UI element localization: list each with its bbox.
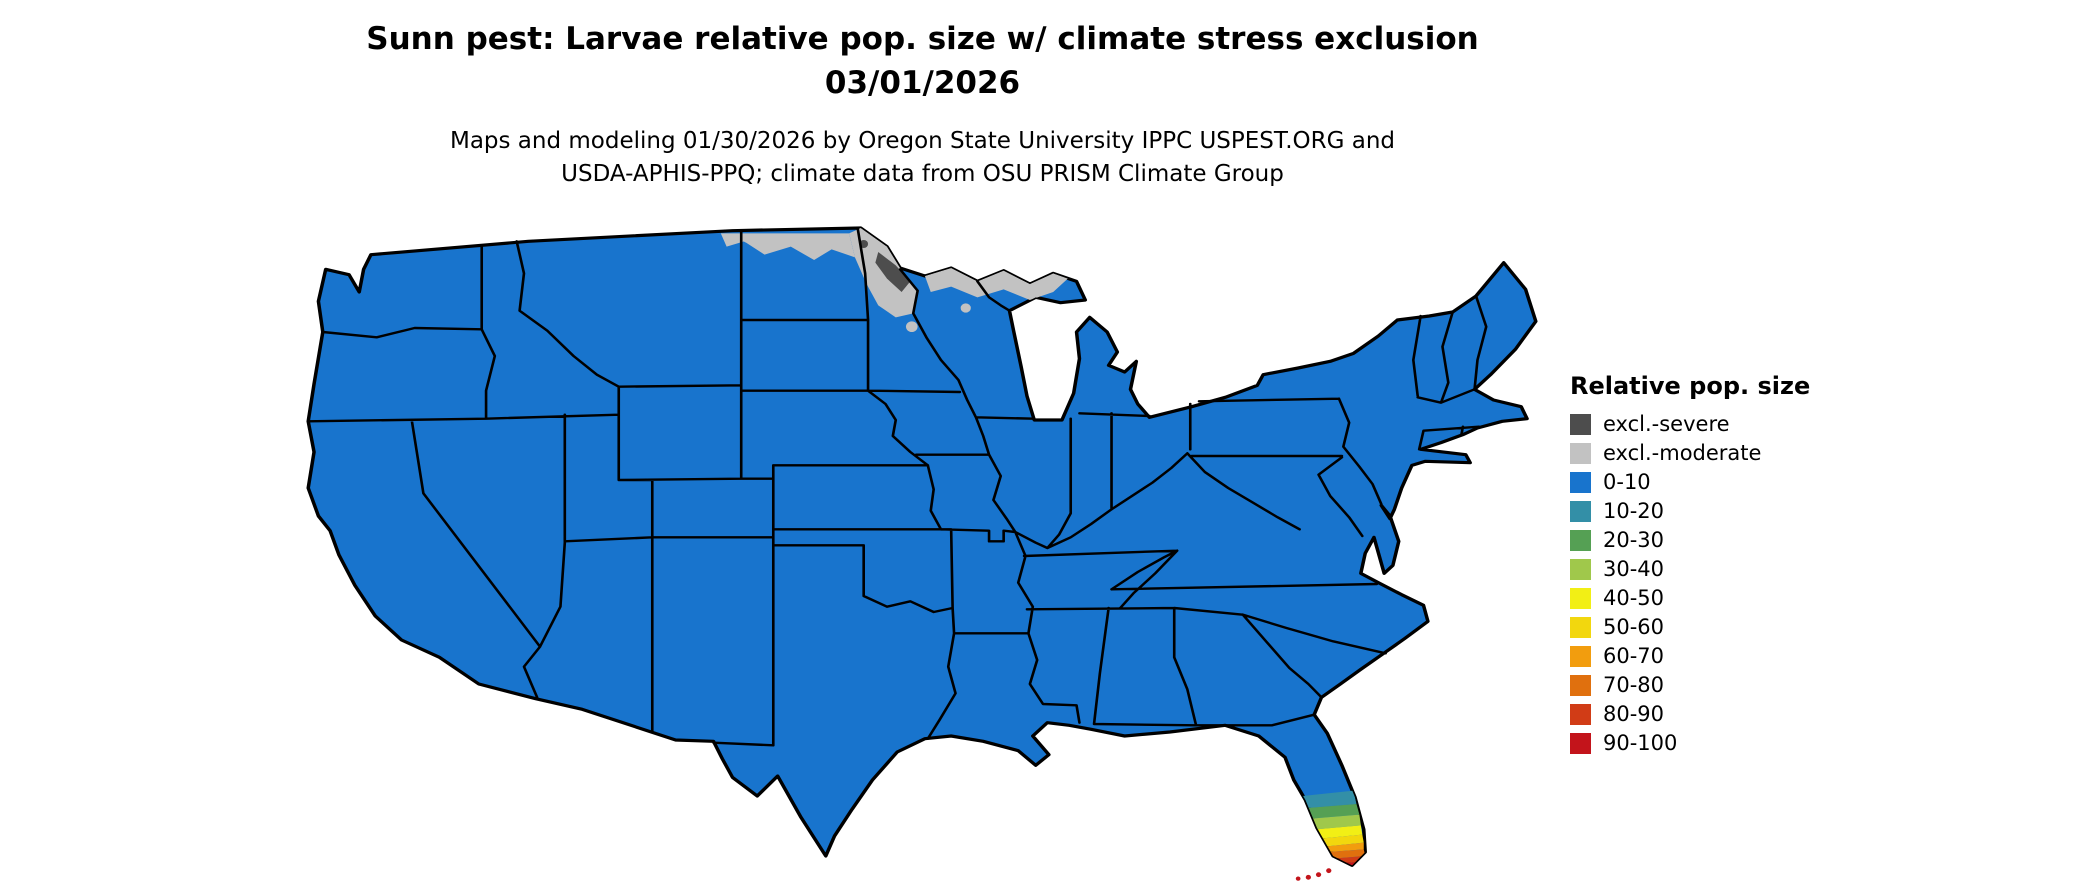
legend-label-10-20: 10-20	[1603, 499, 1665, 523]
legend-item-0-10: 0-10	[1570, 470, 1810, 494]
excl-moderate-region	[720, 228, 1068, 332]
florida-keys-dots	[1295, 868, 1332, 881]
florida-band-90-100	[1337, 862, 1361, 866]
legend-swatch-30-40	[1570, 558, 1591, 580]
legend-label-90-100: 90-100	[1603, 731, 1678, 755]
legend-label-30-40: 30-40	[1603, 557, 1665, 581]
subtitle-line-1: Maps and modeling 01/30/2026 by Oregon S…	[449, 127, 1396, 154]
florida-band-30-40	[1311, 814, 1361, 830]
legend-label-70-80: 70-80	[1603, 673, 1665, 697]
legend-label-20-30: 20-30	[1603, 528, 1665, 552]
legend-swatch-70-80	[1570, 674, 1591, 696]
legend-item-40-50: 40-50	[1570, 586, 1810, 610]
us-map-svg	[306, 226, 1538, 881]
florida-band-40-50	[1315, 825, 1363, 839]
legend-swatch-80-90	[1570, 703, 1591, 725]
legend-item-10-20: 10-20	[1570, 499, 1810, 523]
legend-item-50-60: 50-60	[1570, 615, 1810, 639]
legend-item-60-70: 60-70	[1570, 644, 1810, 668]
legend-item-20-30: 20-30	[1570, 528, 1810, 552]
map-title: Sunn pest: Larvae relative pop. size w/ …	[366, 21, 1479, 57]
legend-swatch-60-70	[1570, 645, 1591, 667]
legend-label-excl-severe: excl.-severe	[1603, 412, 1730, 436]
florida-band-70-80	[1328, 849, 1366, 859]
florida-gradient	[1302, 790, 1366, 866]
legend-label-80-90: 80-90	[1603, 702, 1665, 726]
legend-swatch-excl-moderate	[1570, 442, 1591, 464]
legend-swatch-40-50	[1570, 587, 1591, 609]
map-date: 03/01/2026	[824, 64, 1021, 101]
legend-item-30-40: 30-40	[1570, 557, 1810, 581]
legend-item-excl-severe: excl.-severe	[1570, 412, 1810, 436]
legend-swatch-excl-severe	[1570, 413, 1591, 435]
legend-item-excl-moderate: excl.-moderate	[1570, 441, 1810, 465]
legend-title: Relative pop. size	[1570, 372, 1811, 400]
legend-item-70-80: 70-80	[1570, 673, 1810, 697]
legend-swatch-20-30	[1570, 529, 1591, 551]
legend-swatch-90-100	[1570, 732, 1591, 754]
legend-item-90-100: 90-100	[1570, 731, 1810, 755]
legend-label-excl-moderate: excl.-moderate	[1603, 441, 1762, 465]
legend-label-0-10: 0-10	[1603, 470, 1651, 494]
legend-swatch-0-10	[1570, 471, 1591, 493]
florida-band-20-30	[1306, 804, 1360, 819]
legend-swatch-10-20	[1570, 500, 1591, 522]
florida-band-10-20	[1302, 790, 1357, 808]
conus-landmass	[306, 226, 1538, 867]
legend-label-40-50: 40-50	[1603, 586, 1665, 610]
legend-item-80-90: 80-90	[1570, 702, 1810, 726]
map-subtitle: Maps and modeling 01/30/2026 by Oregon S…	[0, 125, 1845, 192]
subtitle-line-2: USDA-APHIS-PPQ; climate data from OSU PR…	[561, 161, 1284, 188]
us-map	[298, 220, 1546, 884]
legend-label-50-60: 50-60	[1603, 615, 1665, 639]
florida-band-50-60	[1320, 834, 1364, 847]
legend-swatch-50-60	[1570, 616, 1591, 638]
florida-band-60-70	[1324, 842, 1364, 852]
title-block: Sunn pest: Larvae relative pop. size w/ …	[0, 20, 1845, 191]
state-borders	[306, 228, 1488, 747]
map-legend: Relative pop. size excl.-severe excl.-mo…	[1570, 372, 1810, 760]
legend-label-60-70: 60-70	[1603, 644, 1665, 668]
